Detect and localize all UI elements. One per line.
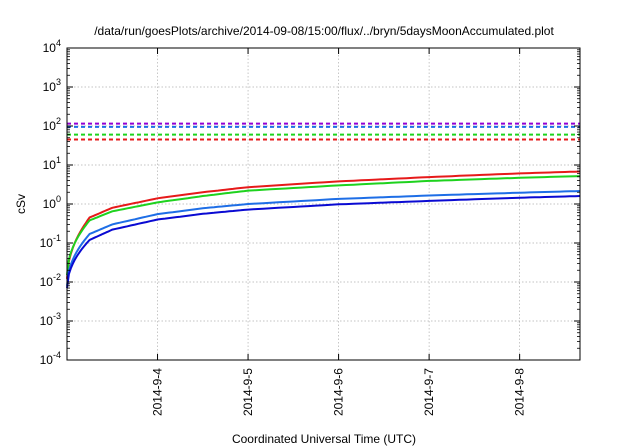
y-tick-label: 100: [43, 194, 61, 211]
x-tick-label: 2014-9-6: [332, 368, 346, 416]
y-tick-label: 102: [43, 116, 61, 133]
y-tick-label: 10-3: [40, 311, 61, 328]
y-tick-label: 10-2: [40, 272, 61, 289]
ticks: [67, 47, 580, 361]
series-line-0: [66, 170, 581, 280]
y-tick-label: 103: [43, 77, 61, 94]
series-layer: [66, 122, 581, 289]
x-tick-label: 2014-9-5: [241, 368, 255, 416]
chart-title: /data/run/goesPlots/archive/2014-09-08/1…: [94, 24, 554, 38]
x-tick-label: 2014-9-8: [513, 368, 527, 416]
y-tick-label: 10-4: [40, 350, 61, 367]
y-tick-label: 101: [43, 155, 61, 172]
y-tick-label: 104: [43, 38, 61, 55]
x-tick-label: 2014-9-4: [151, 368, 165, 416]
series-line-2: [66, 190, 581, 286]
x-axis-label: Coordinated Universal Time (UTC): [232, 432, 416, 446]
grid: [67, 48, 580, 360]
x-tick-label: 2014-9-7: [422, 368, 436, 416]
series-line-1: [66, 175, 581, 276]
y-axis-label: cSv: [14, 194, 28, 214]
y-tick-label: 10-1: [40, 233, 61, 250]
series-line-3: [66, 195, 581, 289]
y-tick-labels: 10-4 10-3 10-2 10-1 100 101 102 103 104: [40, 38, 61, 367]
x-tick-labels: 2014-9-4 2014-9-5 2014-9-6 2014-9-7 2014-9-8: [151, 368, 527, 416]
